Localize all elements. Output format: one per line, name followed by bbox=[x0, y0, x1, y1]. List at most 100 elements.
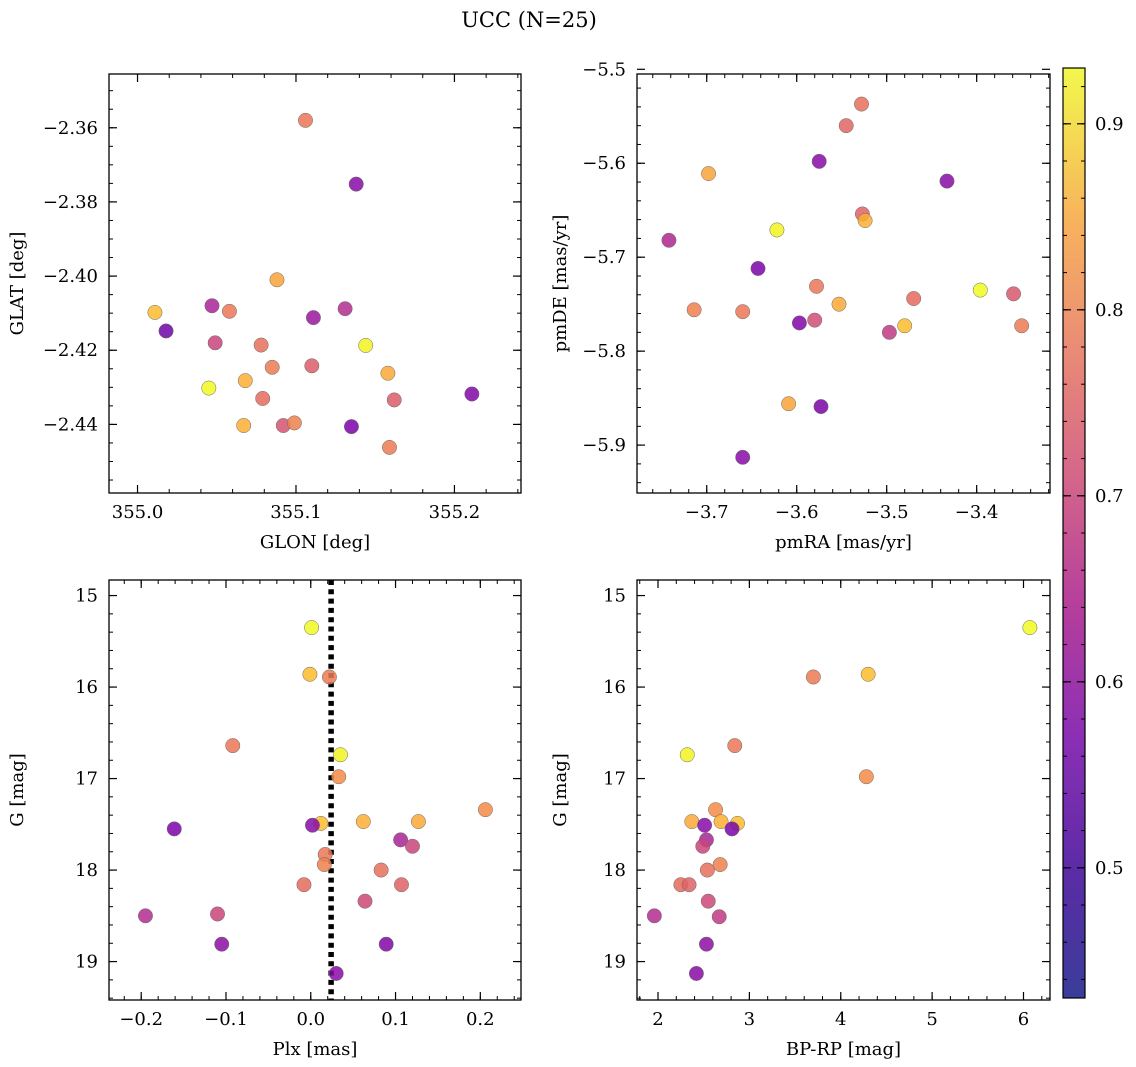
x-axis-label: pmRA [mas/yr] bbox=[775, 532, 912, 553]
y-tick-label: −2.44 bbox=[43, 414, 98, 435]
scatter-point bbox=[147, 304, 163, 320]
scatter-point bbox=[158, 323, 174, 339]
scatter-point bbox=[225, 738, 241, 754]
scatter-point bbox=[860, 666, 876, 682]
x-tick-label: −3.5 bbox=[865, 502, 909, 523]
x-tick-label: −3.7 bbox=[685, 502, 729, 523]
panel-bottom-left: −0.2 −0.1 0.0 0.1 0.2 15 16 17 18 19 Plx [mas] G [m… bbox=[7, 579, 522, 1060]
scatter-point bbox=[373, 862, 389, 878]
scatter-point bbox=[477, 802, 493, 818]
x-tick-label: −3.6 bbox=[775, 502, 819, 523]
y-axis-label: pmDE [mas/yr] bbox=[550, 215, 571, 353]
scatter-point bbox=[724, 821, 740, 837]
y-axis-label: GLAT [deg] bbox=[7, 232, 28, 336]
scatter-point bbox=[1006, 286, 1022, 302]
scatter-point bbox=[386, 392, 402, 408]
scatter-points bbox=[138, 580, 493, 1000]
scatter-point bbox=[712, 857, 728, 873]
colorbar-tick-label: 0.7 bbox=[1095, 486, 1124, 507]
x-tick-label: 4 bbox=[835, 1009, 846, 1030]
x-tick-label: −0.2 bbox=[119, 1009, 163, 1030]
x-tick-label: 3 bbox=[744, 1009, 755, 1030]
scatter-point bbox=[316, 857, 332, 873]
scatter-point bbox=[236, 418, 252, 433]
scatter-point bbox=[204, 298, 220, 314]
y-tick-label: 16 bbox=[603, 677, 626, 698]
y-tick-label: 17 bbox=[75, 769, 98, 790]
scatter-point bbox=[328, 966, 344, 981]
y-tick-label: −2.42 bbox=[43, 340, 98, 361]
scatter-point bbox=[679, 747, 695, 763]
scatter-point bbox=[207, 335, 223, 351]
scatter-point bbox=[357, 893, 373, 909]
y-tick-label: 16 bbox=[75, 677, 98, 698]
scatter-point bbox=[697, 817, 713, 833]
scatter-point bbox=[831, 296, 847, 312]
scatter-point bbox=[253, 337, 269, 353]
figure-title: UCC (N=25) bbox=[461, 8, 597, 32]
colorbar: 0.5 0.6 0.7 0.8 0.9 bbox=[1062, 67, 1124, 999]
axes-frame bbox=[636, 73, 1051, 494]
colorbar-tick-label: 0.9 bbox=[1095, 114, 1124, 135]
x-tick-label: 355.1 bbox=[270, 502, 322, 523]
scatter-point bbox=[298, 112, 313, 128]
minor-ticks bbox=[637, 74, 1050, 493]
scatter-point bbox=[857, 213, 873, 229]
minor-ticks bbox=[109, 74, 521, 493]
scatter-point bbox=[1014, 318, 1030, 334]
scatter-point bbox=[302, 666, 318, 682]
scatter-point bbox=[713, 814, 729, 830]
y-axis-label: G [mag] bbox=[550, 753, 571, 826]
scatter-point bbox=[201, 380, 217, 396]
scatter-point bbox=[688, 966, 704, 981]
scatter-point bbox=[237, 373, 253, 389]
y-tick-label: 17 bbox=[603, 769, 626, 790]
scatter-point bbox=[686, 302, 702, 318]
scatter-point bbox=[405, 838, 420, 854]
scatter-point bbox=[255, 390, 271, 406]
y-tick-label: 18 bbox=[603, 860, 626, 881]
x-tick-label: −0.1 bbox=[204, 1009, 248, 1030]
scatter-point bbox=[296, 877, 312, 893]
scatter-point bbox=[838, 118, 854, 134]
y-tick-label: 15 bbox=[75, 586, 98, 607]
scatter-point bbox=[410, 814, 426, 830]
panel-bottom-right: 2 3 4 5 6 15 16 17 18 19 BP-RP [mag] G [mag] bbox=[550, 579, 1051, 1060]
scatter-point bbox=[661, 232, 677, 248]
scatter-point bbox=[727, 738, 743, 754]
scatter-point bbox=[393, 832, 409, 848]
scatter-point bbox=[805, 669, 821, 685]
x-tick-label: 0.1 bbox=[381, 1009, 410, 1030]
y-tick-label: −5.7 bbox=[582, 247, 626, 268]
scatter-point bbox=[769, 222, 785, 238]
scatter-point bbox=[684, 814, 700, 830]
scatter-point bbox=[269, 272, 285, 288]
scatter-point bbox=[166, 821, 182, 837]
y-tick-label: −2.38 bbox=[43, 192, 98, 213]
scatter-point bbox=[711, 909, 727, 925]
colorbar-tick-label: 0.8 bbox=[1095, 300, 1124, 321]
scatter-point bbox=[809, 278, 824, 294]
y-tick-label: −5.8 bbox=[582, 341, 626, 362]
scatter-point bbox=[735, 449, 751, 465]
x-tick-label: 2 bbox=[652, 1009, 663, 1030]
scatter-point bbox=[286, 415, 302, 431]
minor-ticks bbox=[637, 580, 1050, 1000]
scatter-point bbox=[791, 315, 807, 331]
x-tick-label: 0.0 bbox=[296, 1009, 325, 1030]
scatter-point bbox=[348, 176, 364, 192]
scatter-point bbox=[305, 310, 321, 326]
scatter-point bbox=[382, 439, 397, 455]
scatter-point bbox=[698, 936, 714, 952]
axes-frame bbox=[108, 73, 522, 494]
panel-top-right: −3.7 −3.6 −3.5 −3.4 −5.5 −5.6 −5.7 −5.8 −5.9 pmRA… bbox=[550, 59, 1051, 553]
scatter-point bbox=[695, 838, 711, 854]
y-tick-label: 19 bbox=[75, 952, 98, 973]
colorbar-tick-label: 0.5 bbox=[1095, 858, 1124, 879]
scatter-point bbox=[210, 906, 225, 922]
panel-top-left: 355.0 355.1 355.2 −2.36 −2.38 −2.40 −2.42 −2.44… bbox=[7, 73, 522, 553]
scatter-point bbox=[264, 359, 280, 375]
x-tick-label: −3.4 bbox=[955, 502, 999, 523]
scatter-point bbox=[735, 304, 751, 320]
scatter-point bbox=[331, 769, 347, 785]
